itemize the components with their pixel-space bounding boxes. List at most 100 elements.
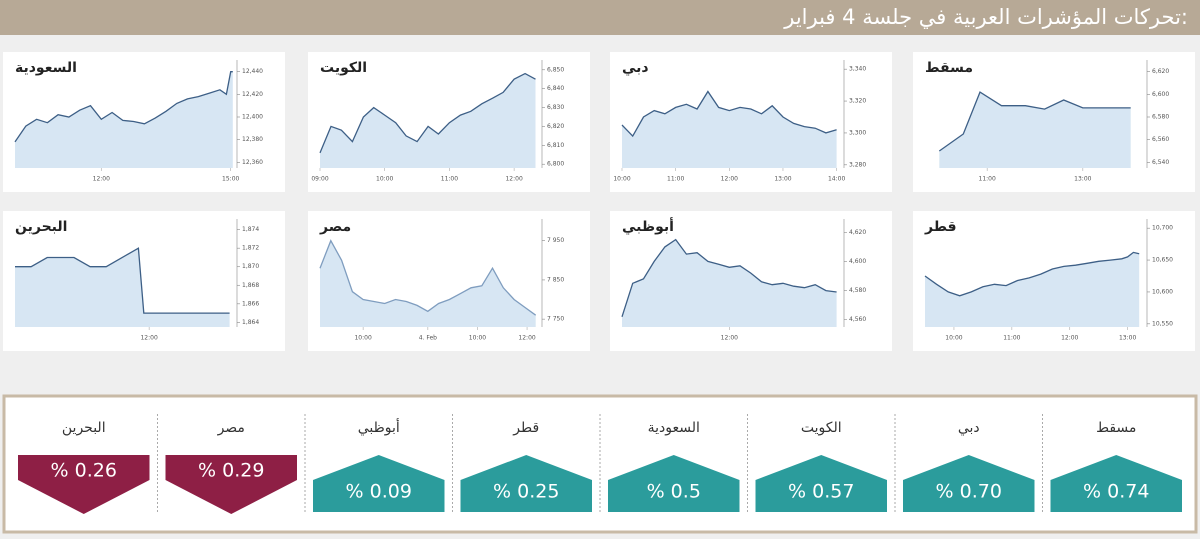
chart-title: مسقط xyxy=(925,60,973,76)
x-tick-label: 09:00 xyxy=(311,176,328,183)
title-banner xyxy=(0,0,1200,35)
area xyxy=(15,248,230,327)
x-tick-label: 12:00 xyxy=(505,176,522,183)
x-tick-label: 10:00 xyxy=(945,335,962,342)
y-tick-label: 4,580 xyxy=(849,287,866,294)
change-marker xyxy=(18,455,150,514)
market-name: قطر xyxy=(512,420,539,436)
y-tick-label: 4,620 xyxy=(849,229,866,236)
y-tick-label: 6,560 xyxy=(1152,136,1169,143)
line xyxy=(15,247,230,314)
y-tick-label: 1,874 xyxy=(242,226,259,233)
chart-panel: 7 750 7 850 7 950 10:00 4. Feb 10:00 12:00 مصر xyxy=(308,211,590,351)
y-tick-label: 4,560 xyxy=(849,316,866,323)
x-tick-label: 11:00 xyxy=(441,176,458,183)
change-marker xyxy=(755,455,887,512)
chart-title: قطر xyxy=(924,219,957,235)
change-label: % 0.29 xyxy=(198,460,264,482)
area xyxy=(622,239,837,327)
page-title: تحركات المؤشرات العربية في جلسة 4 فبراير… xyxy=(783,5,1188,29)
change-marker xyxy=(460,455,592,512)
y-tick-label: 6,540 xyxy=(1152,159,1169,166)
x-tick-label: 10:00 xyxy=(376,176,393,183)
change-label: % 0.26 xyxy=(51,460,117,482)
line xyxy=(924,251,1140,297)
y-tick-label: 12,440 xyxy=(242,68,263,75)
chart-panel: 6,800 6,810 6,820 6,830 6,840 6,850 09:00 10:00… xyxy=(308,52,590,192)
change-marker xyxy=(313,455,445,512)
y-tick-label: 7 850 xyxy=(547,276,564,283)
y-tick-label: 12,380 xyxy=(242,136,263,143)
line xyxy=(621,238,837,317)
chart-title: مصر xyxy=(319,219,351,235)
market-name: البحرين xyxy=(62,420,106,436)
x-tick-label: 11:00 xyxy=(1003,335,1020,342)
change-label: % 0.09 xyxy=(346,481,412,503)
x-tick-label: 13:00 xyxy=(1074,176,1091,183)
x-tick-label: 13:00 xyxy=(774,176,791,183)
y-tick-label: 10,550 xyxy=(1152,320,1173,327)
market-name: السعودية xyxy=(648,420,700,436)
y-tick-label: 6,620 xyxy=(1152,68,1169,75)
y-tick-label: 6,850 xyxy=(547,66,564,73)
y-tick-label: 10,600 xyxy=(1152,288,1173,295)
change-label: % 0.70 xyxy=(936,481,1002,503)
chart-panel: 4,560 4,580 4,600 4,620 12:00 أبوظبي xyxy=(610,211,892,351)
x-tick-label: 15:00 xyxy=(222,176,239,183)
line xyxy=(621,90,837,138)
area xyxy=(925,252,1140,327)
x-tick-label: 12:00 xyxy=(140,335,157,342)
area xyxy=(320,73,536,168)
change-marker xyxy=(903,455,1035,512)
chart-title: دبي xyxy=(622,60,649,76)
y-tick-label: 1,872 xyxy=(242,245,259,252)
y-tick-label: 12,420 xyxy=(242,91,263,98)
market-name: مسقط xyxy=(1096,420,1136,436)
market-name: دبي xyxy=(958,420,980,436)
y-tick-label: 3,300 xyxy=(849,129,866,136)
chart-title: الكويت xyxy=(320,60,367,76)
area xyxy=(15,71,233,168)
chart-title: السعودية xyxy=(15,60,77,76)
y-tick-label: 3,340 xyxy=(849,66,866,73)
y-tick-label: 6,810 xyxy=(547,142,564,149)
market-name: أبوظبي xyxy=(358,418,400,436)
x-tick-label: 10:00 xyxy=(469,335,486,342)
y-tick-label: 7 950 xyxy=(547,237,564,244)
y-tick-label: 1,870 xyxy=(242,263,259,270)
y-tick-label: 6,600 xyxy=(1152,91,1169,98)
change-label: % 0.74 xyxy=(1083,481,1149,503)
x-tick-label: 13:00 xyxy=(1119,335,1136,342)
y-tick-label: 12,400 xyxy=(242,114,263,121)
x-tick-label: 4. Feb xyxy=(419,335,437,342)
chart-panel: 6,540 6,560 6,580 6,600 6,620 11:00 13:00 مسقط xyxy=(913,52,1195,192)
area xyxy=(320,240,536,327)
y-tick-label: 6,830 xyxy=(547,104,564,111)
chart-title: أبوظبي xyxy=(622,217,674,235)
line xyxy=(938,91,1131,152)
market-name: الكويت xyxy=(801,420,842,436)
y-tick-label: 1,868 xyxy=(242,282,259,289)
area xyxy=(622,91,837,168)
y-tick-label: 6,840 xyxy=(547,85,564,92)
chart-panel: 10,550 10,600 10,650 10,700 10:00 11:00 12:00 1… xyxy=(913,211,1195,351)
y-tick-label: 10,650 xyxy=(1152,257,1173,264)
change-label: % 0.25 xyxy=(493,481,559,503)
x-tick-label: 12:00 xyxy=(1061,335,1078,342)
x-tick-label: 12:00 xyxy=(518,335,535,342)
change-label: % 0.57 xyxy=(788,481,854,503)
y-tick-label: 12,360 xyxy=(242,159,263,166)
change-marker xyxy=(1050,455,1182,512)
x-tick-label: 10:00 xyxy=(613,176,630,183)
line xyxy=(14,71,233,143)
chart-panel: 3,280 3,300 3,320 3,340 10:00 11:00 12:00 13:00… xyxy=(610,52,892,192)
line xyxy=(319,239,537,316)
y-tick-label: 7 750 xyxy=(547,316,564,323)
panel-bg xyxy=(308,211,590,351)
x-tick-label: 11:00 xyxy=(667,176,684,183)
panel-bg xyxy=(308,52,590,192)
x-tick-label: 14:00 xyxy=(828,176,845,183)
y-tick-label: 6,580 xyxy=(1152,114,1169,121)
chart-panel: 12,360 12,380 12,400 12,420 12,440 12:00 15:00… xyxy=(3,52,285,192)
